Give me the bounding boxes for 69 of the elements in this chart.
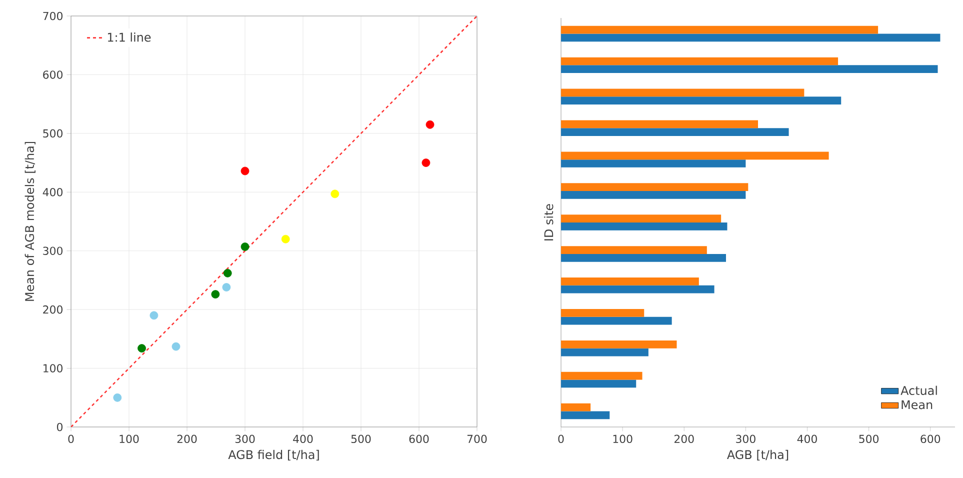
y-tick-label: 500 bbox=[43, 129, 62, 138]
x-axis-title: AGB [t/ha] bbox=[727, 450, 788, 461]
legend-label: Mean bbox=[902, 400, 932, 410]
bar bbox=[561, 128, 789, 136]
x-tick-label: 600 bbox=[920, 434, 940, 444]
y-tick-label: 100 bbox=[44, 364, 62, 372]
point bbox=[138, 344, 146, 353]
y-tick-label: 300 bbox=[43, 246, 62, 255]
bar bbox=[561, 214, 722, 222]
bar bbox=[561, 96, 842, 105]
bar bbox=[561, 254, 726, 262]
y-axis-title: Mean of AGB models [t/ha] bbox=[24, 142, 36, 301]
x-tick-label: 500 bbox=[859, 434, 879, 444]
bar bbox=[561, 309, 644, 317]
point bbox=[211, 290, 220, 298]
bar bbox=[561, 246, 707, 254]
bar bbox=[561, 222, 728, 230]
bar bbox=[561, 380, 636, 388]
y-tick-label: 0 bbox=[56, 422, 62, 432]
x-tick-label: 400 bbox=[293, 434, 313, 444]
x-tick-label: 200 bbox=[177, 434, 197, 444]
point bbox=[223, 268, 232, 278]
y-tick-label: 700 bbox=[43, 12, 62, 20]
point bbox=[113, 393, 122, 402]
point bbox=[172, 342, 180, 351]
point bbox=[150, 311, 158, 320]
bar bbox=[561, 316, 672, 325]
x-tick-label: 400 bbox=[797, 434, 817, 444]
bar bbox=[561, 26, 878, 34]
bar bbox=[561, 411, 610, 420]
x-tick-label: 300 bbox=[736, 434, 756, 444]
point bbox=[330, 190, 340, 198]
bar bbox=[561, 372, 642, 380]
point bbox=[240, 242, 250, 251]
x-tick-label: 700 bbox=[467, 434, 487, 444]
y-tick-label: 400 bbox=[42, 188, 62, 196]
bar bbox=[561, 348, 648, 356]
legend-label: 1:1 line bbox=[108, 32, 151, 42]
bar bbox=[561, 88, 804, 97]
point bbox=[422, 158, 430, 167]
bar bbox=[561, 278, 699, 286]
x-tick-label: 100 bbox=[613, 434, 632, 444]
bar bbox=[561, 34, 940, 42]
bar bbox=[561, 120, 758, 128]
bar bbox=[561, 191, 746, 199]
bar bbox=[561, 340, 677, 348]
y-axis-title: ID site bbox=[544, 204, 554, 240]
y-tick-label: 200 bbox=[43, 305, 62, 314]
x-tick-label: 300 bbox=[235, 434, 255, 444]
y-tick-label: 600 bbox=[43, 70, 62, 79]
x-tick-label: 100 bbox=[120, 434, 139, 444]
x-tick-label: 200 bbox=[674, 434, 694, 444]
x-tick-label: 0 bbox=[68, 434, 74, 444]
x-axis-title: AGB field [t/ha] bbox=[228, 450, 319, 461]
x-tick-label: 500 bbox=[351, 434, 371, 444]
x-tick-label: 0 bbox=[558, 434, 564, 444]
bar bbox=[561, 160, 746, 168]
point bbox=[240, 166, 250, 176]
point bbox=[222, 283, 231, 292]
x-tick-label: 600 bbox=[409, 434, 429, 444]
bar bbox=[561, 152, 829, 160]
point bbox=[426, 120, 434, 129]
bar bbox=[561, 403, 591, 412]
point bbox=[281, 234, 290, 244]
bar bbox=[561, 57, 838, 66]
bar bbox=[561, 65, 938, 74]
legend-label: Actual bbox=[900, 386, 937, 396]
bar bbox=[561, 183, 748, 192]
bar bbox=[561, 285, 714, 294]
